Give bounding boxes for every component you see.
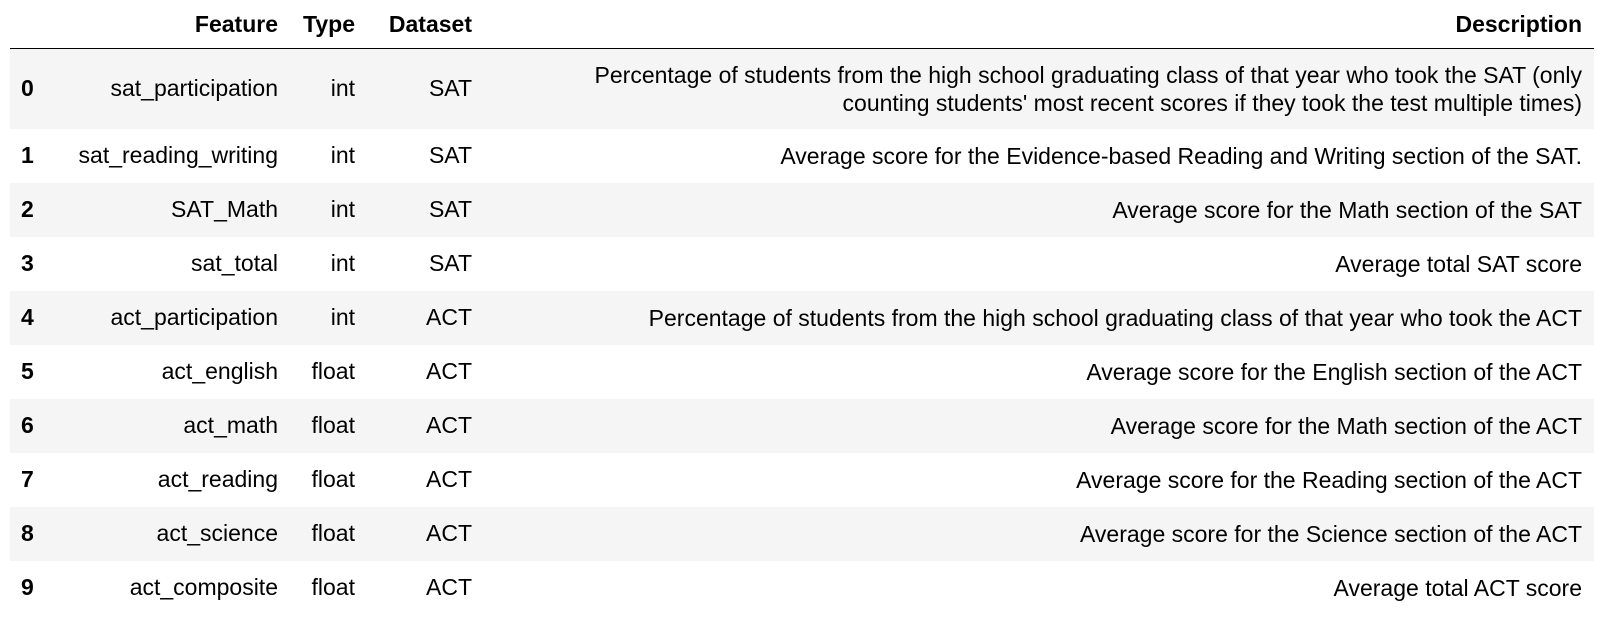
cell-feature: act_participation bbox=[110, 304, 279, 330]
cell-dataset: ACT bbox=[426, 574, 472, 600]
table-row: 5 act_english float ACT Average score for th… bbox=[10, 344, 1594, 399]
description-line: Average score for the English section of… bbox=[1086, 358, 1582, 385]
cell-dataset: SAT bbox=[428, 75, 472, 102]
table-row: 9 act_composite float ACT Average total ACT … bbox=[10, 560, 1594, 615]
row-index: 9 bbox=[21, 574, 34, 600]
cell-type: int bbox=[330, 250, 355, 276]
row-index: 2 bbox=[21, 196, 34, 222]
cell-dataset: ACT bbox=[426, 412, 472, 438]
description-line: Percentage of students from the high sch… bbox=[594, 61, 1582, 88]
description-line: Average score for the Reading section of… bbox=[1076, 466, 1582, 493]
cell-dataset: SAT bbox=[428, 142, 472, 168]
cell-dataset: SAT bbox=[428, 196, 472, 222]
cell-feature: act_composite bbox=[129, 574, 278, 600]
table-row: 4 act_participation int ACT Percentage of st… bbox=[10, 290, 1594, 345]
column-header-dataset: Dataset bbox=[367, 0, 484, 49]
row-index: 4 bbox=[21, 304, 34, 330]
dataframe-output: Feature Type Dataset Description 0 sat_pa… bbox=[10, 0, 1594, 615]
cell-type: float bbox=[311, 412, 355, 438]
cell-dataset: ACT bbox=[426, 304, 472, 330]
table-row: 7 act_reading float ACT Average score for th… bbox=[10, 452, 1594, 507]
cell-description: Average score for the Evidence-based Rea… bbox=[484, 129, 1594, 183]
table-row: 2 SAT_Math int SAT Average score for the Mat… bbox=[10, 182, 1594, 237]
cell-type: float bbox=[311, 574, 355, 600]
cell-description: Average score for the Science section of… bbox=[484, 507, 1594, 561]
table-header: Feature Type Dataset Description bbox=[10, 0, 1594, 49]
row-index: 5 bbox=[21, 358, 34, 384]
cell-dataset: ACT bbox=[426, 466, 472, 492]
cell-feature: act_reading bbox=[157, 466, 278, 492]
column-header-type: Type bbox=[290, 0, 367, 49]
cell-type: int bbox=[330, 304, 355, 330]
column-header-description: Description bbox=[484, 0, 1594, 49]
cell-type: int bbox=[330, 142, 355, 168]
table-body: 0 sat_participation int SAT Percentage of st… bbox=[10, 48, 1594, 615]
description-line: Average score for the Science section of… bbox=[1079, 520, 1582, 547]
table-row: 8 act_science float ACT Average score for th… bbox=[10, 506, 1594, 561]
cell-description: Percentage of students from the high sch… bbox=[484, 291, 1594, 345]
table-row: 6 act_math float ACT Average score for the M… bbox=[10, 398, 1594, 453]
cell-feature: act_math bbox=[183, 412, 278, 438]
cell-feature: SAT_Math bbox=[171, 196, 278, 222]
cell-feature: act_science bbox=[156, 520, 278, 546]
cell-dataset: ACT bbox=[426, 520, 472, 546]
cell-feature: act_english bbox=[161, 358, 278, 384]
cell-description: Average score for the Reading section of… bbox=[484, 453, 1594, 507]
description-line: Average total ACT score bbox=[1333, 574, 1582, 601]
cell-dataset: ACT bbox=[426, 358, 472, 384]
row-index: 6 bbox=[21, 412, 34, 438]
column-header-feature: Feature bbox=[46, 0, 290, 49]
index-header bbox=[10, 0, 46, 49]
description-line: Percentage of students from the high sch… bbox=[648, 304, 1582, 331]
cell-description: Average score for the English section of… bbox=[484, 345, 1594, 399]
description-line: counting students' most recent scores if… bbox=[842, 89, 1582, 116]
description-line: Average total SAT score bbox=[1335, 250, 1582, 277]
row-index: 8 bbox=[21, 520, 34, 546]
row-index: 1 bbox=[21, 142, 34, 168]
cell-type: int bbox=[330, 196, 355, 222]
cell-feature: sat_reading_writing bbox=[78, 142, 278, 168]
cell-type: int bbox=[330, 75, 355, 102]
cell-description: Percentage of students from the high sch… bbox=[484, 49, 1594, 129]
cell-description: Average total SAT score bbox=[484, 237, 1594, 291]
cell-type: float bbox=[311, 358, 355, 384]
cell-description: Average total ACT score bbox=[484, 561, 1594, 615]
cell-description: Average score for the Math section of th… bbox=[484, 183, 1594, 237]
cell-type: float bbox=[311, 466, 355, 492]
header-row: Feature Type Dataset Description bbox=[10, 0, 1594, 49]
cell-description: Average score for the Math section of th… bbox=[484, 399, 1594, 453]
row-index: 3 bbox=[21, 250, 34, 276]
cell-type: float bbox=[311, 520, 355, 546]
data-dictionary-table: Feature Type Dataset Description 0 sat_pa… bbox=[10, 0, 1594, 615]
description-line: Average score for the Math section of th… bbox=[1110, 412, 1582, 439]
description-line: Average score for the Math section of th… bbox=[1112, 196, 1582, 223]
cell-dataset: SAT bbox=[428, 250, 472, 276]
description-line: Average score for the Evidence-based Rea… bbox=[780, 142, 1582, 169]
table-row: 1 sat_reading_writing int SAT Average score … bbox=[10, 128, 1594, 183]
table-row: 0 sat_participation int SAT Percentage of st… bbox=[10, 48, 1594, 129]
cell-feature: sat_total bbox=[191, 250, 278, 276]
row-index: 7 bbox=[21, 466, 34, 492]
cell-feature: sat_participation bbox=[110, 75, 279, 102]
table-row: 3 sat_total int SAT Average total SAT score bbox=[10, 236, 1594, 291]
row-index: 0 bbox=[21, 75, 34, 102]
